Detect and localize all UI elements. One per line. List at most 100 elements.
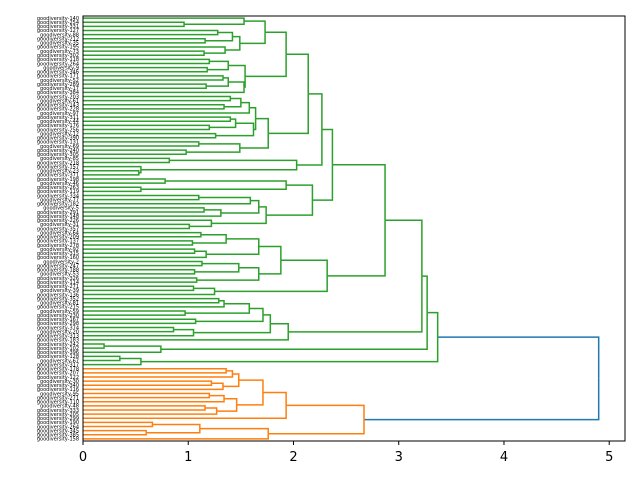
dendrogram-link xyxy=(184,21,245,26)
dendrogram-link xyxy=(146,428,201,434)
dendrogram-link xyxy=(83,231,202,235)
dendrogram-link xyxy=(83,346,105,349)
dendrogram-link xyxy=(83,386,224,391)
dendrogram-link xyxy=(83,263,203,267)
leaf-label: goodiversity-128 xyxy=(37,354,79,360)
dendrogram-link xyxy=(296,129,323,166)
dendrogram-link xyxy=(83,285,195,289)
dendrogram-link xyxy=(83,332,195,337)
dendrogram-link xyxy=(268,419,365,435)
dendrogram-link xyxy=(209,123,237,129)
dendrogram-link xyxy=(308,93,323,130)
dendrogram-link xyxy=(258,245,282,261)
dendrogram-link xyxy=(83,368,227,371)
dendrogram-link xyxy=(327,220,386,277)
leaf-label: goodiversity-228 xyxy=(37,107,79,113)
leaf-label: goodiversity-215 xyxy=(37,305,79,311)
dendrogram-link xyxy=(83,157,171,161)
dendrogram-link xyxy=(83,119,232,122)
leaf-label: goodiversity-64 xyxy=(40,230,79,236)
dendrogram-link xyxy=(83,421,154,425)
leaf-label: goodiversity-59 xyxy=(40,309,79,315)
leaf-label: goodiversity-218 xyxy=(37,160,79,166)
dendrogram-link xyxy=(83,248,196,252)
dendrogram-link xyxy=(83,297,220,301)
leaf-label: goodiversity-53 xyxy=(40,272,79,278)
leaf-label: goodiversity-384 xyxy=(37,90,79,96)
dendrogram-link xyxy=(152,423,201,429)
x-tick-label: 2 xyxy=(289,450,297,465)
dendrogram-link xyxy=(83,240,194,243)
leaf-label: goodiversity-264 xyxy=(37,61,79,67)
dendrogram-link xyxy=(204,209,222,214)
dendrogram-link xyxy=(235,122,255,130)
dendrogram-link xyxy=(83,277,198,281)
dendrogram-link xyxy=(83,107,251,114)
leaf-label: goodiversity-102 xyxy=(37,346,79,352)
dendrogram-link xyxy=(83,178,166,182)
leaf-label: goodiversity-85 xyxy=(40,156,79,162)
leaf-label: goodiversity-247 xyxy=(37,263,79,269)
leaf-label: goodiversity-116 xyxy=(37,387,79,393)
leaf-label: goodiversity-148 xyxy=(37,214,79,220)
dendrogram-link xyxy=(83,329,175,333)
dendrogram-link xyxy=(288,276,423,333)
leaf-label: goodiversity-340 xyxy=(37,383,79,389)
leaf-label: goodiversity-119 xyxy=(37,189,79,195)
dendrogram-link xyxy=(437,336,600,379)
dendrogram-link xyxy=(230,118,237,124)
dendrogram-link xyxy=(83,355,121,359)
leaf-label: goodiversity-374 xyxy=(37,325,79,331)
dendrogram-link xyxy=(211,215,267,225)
dendrogram-link xyxy=(83,424,154,428)
x-tick-label: 5 xyxy=(605,450,613,465)
dendrogram-link xyxy=(255,117,269,134)
dendrogram-link xyxy=(83,343,105,347)
leaf-label: goodiversity-331 xyxy=(37,24,79,30)
leaf-label: goodiversity-209 xyxy=(37,235,79,241)
dendrogram-link xyxy=(83,83,207,87)
dendrogram-link xyxy=(206,246,260,256)
dendrogram-link xyxy=(83,189,142,193)
dendrogram-link xyxy=(83,370,227,374)
dendrogram-link xyxy=(83,127,211,131)
dendrogram-link xyxy=(83,291,216,296)
dendrogram-link xyxy=(165,180,287,186)
dendrogram-link xyxy=(83,392,211,396)
leaf-label: goodiversity-88 xyxy=(40,32,79,38)
leaf-label: goodiversity-371 xyxy=(37,173,79,179)
dendrogram-link xyxy=(198,196,252,201)
dendrogram-link xyxy=(209,394,225,399)
dendrogram-link xyxy=(250,199,260,207)
leaf-label: goodiversity-2 xyxy=(43,259,79,265)
dendrogram-link xyxy=(83,53,205,56)
dendrogram-link xyxy=(140,165,298,171)
dendrogram-link xyxy=(209,60,229,66)
dendrogram-link xyxy=(238,266,260,274)
dendrogram-link xyxy=(173,328,195,333)
leaf-label: goodiversity-313 xyxy=(37,334,79,340)
dendrogram-link xyxy=(83,21,185,25)
leaf-label: goodiversity-73 xyxy=(40,49,79,55)
leaf-label: goodiversity-299 xyxy=(37,416,79,422)
leaf-label: goodiversity-39 xyxy=(40,288,79,294)
dendrogram-link xyxy=(83,194,200,198)
dendrogram-link xyxy=(83,141,200,144)
dendrogram-link xyxy=(83,50,205,54)
dendrogram-link xyxy=(195,314,264,323)
leaf-label: goodiversity-242 xyxy=(37,342,79,348)
dendrogram-link xyxy=(83,165,142,170)
leaf-label: goodiversity-176 xyxy=(37,123,79,129)
dendrogram-link xyxy=(228,81,245,88)
leaf-label: goodiversity-178 xyxy=(37,367,79,373)
leaf-label: goodiversity-390 xyxy=(37,136,79,142)
dendrogram-link xyxy=(239,32,266,45)
dendrogram-link xyxy=(232,35,241,44)
dendrogram-link xyxy=(83,260,203,264)
dendrogram-link xyxy=(83,271,196,275)
dendrogram-link xyxy=(83,103,225,107)
dendrogram-link xyxy=(186,148,241,153)
dendrogram-link xyxy=(262,314,272,324)
dendrogram-link xyxy=(385,219,423,277)
